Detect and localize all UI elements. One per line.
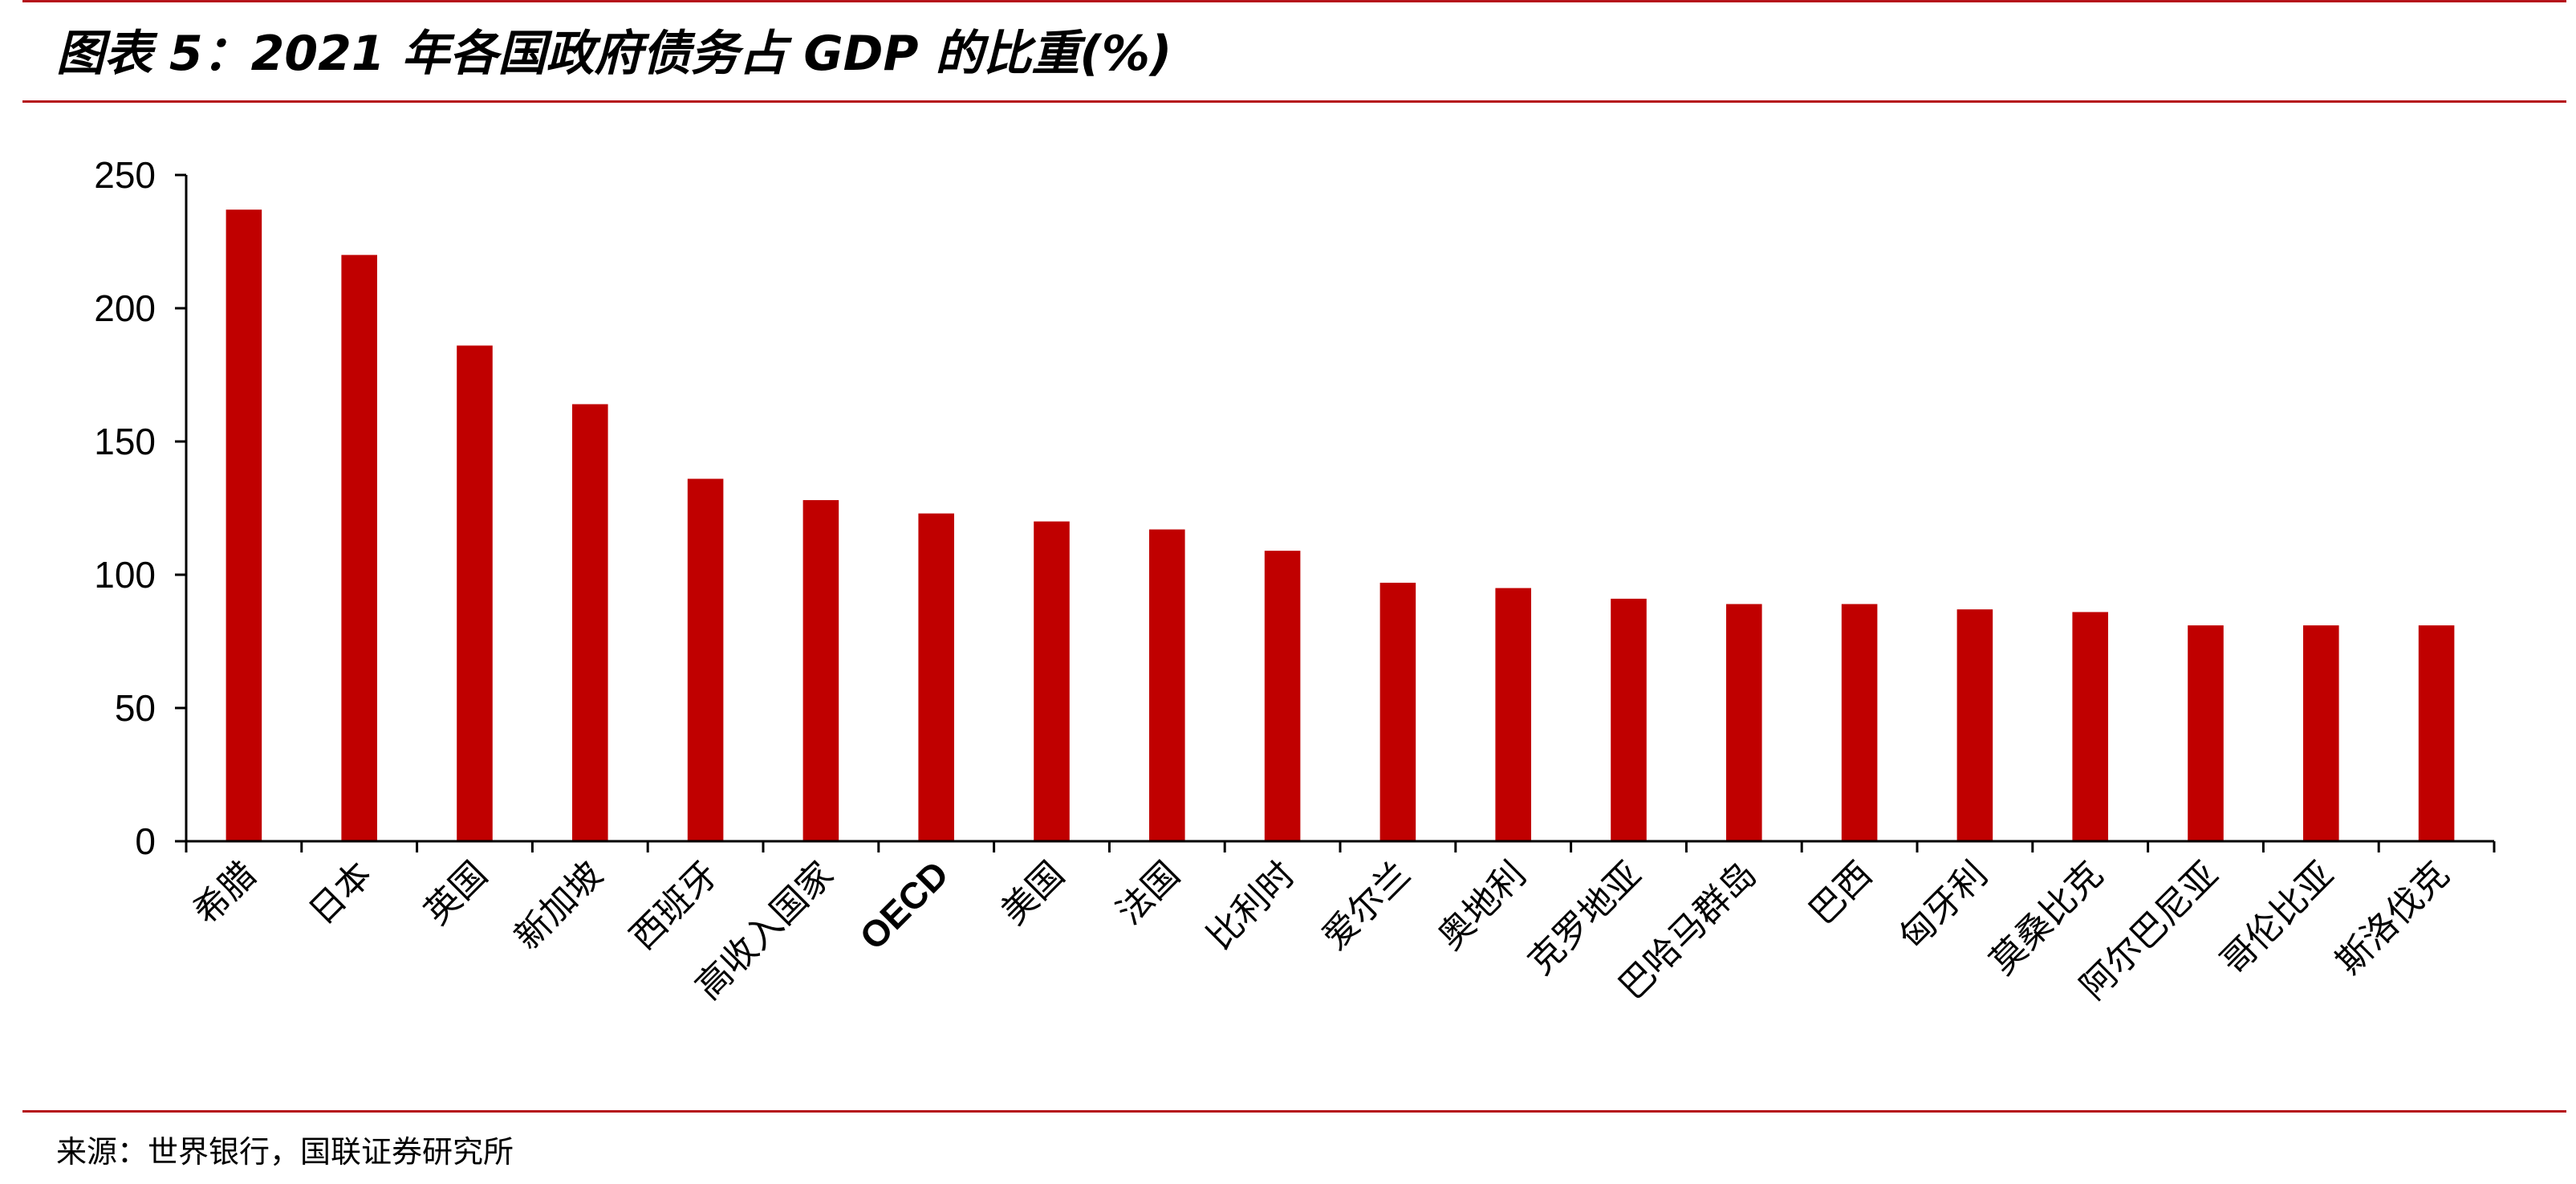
x-tick-label: 日本 (301, 854, 380, 933)
y-tick-label: 50 (115, 687, 156, 729)
x-tick-label: 斯洛伐克 (2328, 854, 2457, 983)
bar (1034, 521, 1070, 841)
x-tick-label: 法国 (1109, 854, 1188, 933)
bar (2303, 625, 2339, 841)
x-tick-label: 巴西 (1802, 854, 1880, 933)
bar (1841, 604, 1878, 841)
bar (687, 478, 724, 841)
page-title: 图表 5：2021 年各国政府债务占 GDP 的比重(%) (56, 26, 1172, 82)
bar (918, 513, 954, 841)
bar (1495, 588, 1531, 841)
title-divider (22, 100, 2566, 103)
x-tick-label: 美国 (993, 854, 1072, 933)
bar (1149, 529, 1185, 841)
bar (2188, 625, 2224, 841)
bar (1956, 609, 1993, 841)
x-tick-label: 爱尔兰 (1314, 854, 1418, 958)
x-tick-label: 比利时 (1199, 854, 1302, 958)
y-tick-label: 200 (94, 287, 156, 329)
bar (226, 210, 262, 841)
x-tick-label: 奥地利 (1430, 854, 1534, 958)
x-tick-label: 英国 (416, 854, 495, 933)
bars (226, 210, 2455, 842)
y-tick-label: 100 (94, 554, 156, 596)
x-tick-label: 匈牙利 (1891, 854, 1995, 958)
x-tick-label: 西班牙 (622, 854, 725, 958)
bar (1611, 598, 1647, 841)
bar (1264, 551, 1301, 841)
top-rule (22, 0, 2566, 2)
x-tick-label: 希腊 (185, 854, 264, 933)
x-tick-label: OECD (851, 852, 957, 958)
x-tick-label: 哥伦比亚 (2213, 854, 2342, 983)
x-tick-label: 新加坡 (507, 854, 611, 958)
y-tick-label: 0 (135, 820, 156, 862)
y-tick-label: 250 (94, 154, 156, 196)
bar (2418, 625, 2455, 841)
bar (341, 254, 377, 842)
footer-divider (22, 1110, 2566, 1113)
bar (1379, 582, 1416, 841)
bar (2072, 612, 2108, 841)
y-axis: 0 50 100 150 200 250 (94, 154, 188, 862)
bar (457, 345, 493, 842)
bar (572, 404, 608, 841)
bar (802, 500, 839, 841)
bar (1726, 604, 1762, 841)
source-note: 来源：世界银行，国联证券研究所 (56, 1134, 514, 1170)
y-tick-label: 150 (94, 421, 156, 462)
